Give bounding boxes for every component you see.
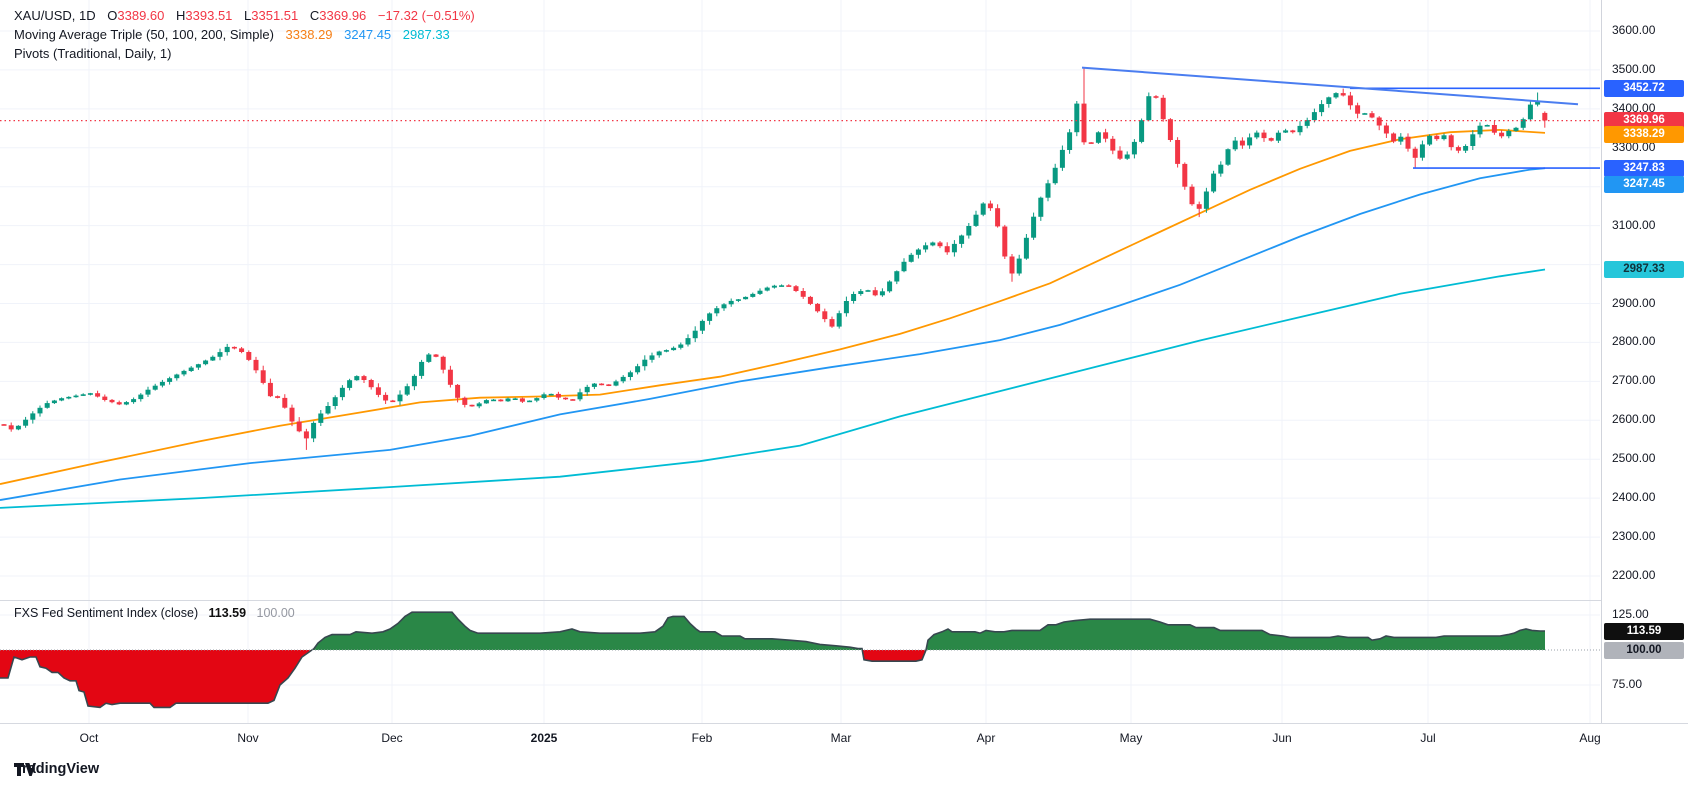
ma200-line xyxy=(0,268,1546,509)
low-label: L xyxy=(244,8,252,23)
time-axis-label-jul: Jul xyxy=(1420,731,1436,745)
sentiment-baseline-value: 100.00 xyxy=(256,606,295,620)
sentiment-outline xyxy=(0,611,1545,709)
sentiment-title[interactable]: FXS Fed Sentiment Index (close) xyxy=(14,606,199,620)
price-label-badge: 113.59 xyxy=(1604,623,1684,640)
price-label-badge: 100.00 xyxy=(1604,642,1684,659)
axis-tick-label: 2500.00 xyxy=(1612,451,1656,466)
axis-tick-label: 3500.00 xyxy=(1612,61,1656,76)
time-axis-label-aug: Aug xyxy=(1579,731,1601,745)
time-axis-label-mar: Mar xyxy=(830,731,852,745)
axis-tick-label: 2700.00 xyxy=(1612,373,1656,388)
axis-tick-label: 2900.00 xyxy=(1612,295,1656,310)
time-axis-label-feb: Feb xyxy=(691,731,713,745)
sentiment-area-above-baseline xyxy=(0,612,1545,650)
candles xyxy=(1,67,1548,450)
sentiment-legend[interactable]: FXS Fed Sentiment Index (close) 113.59 1… xyxy=(14,606,295,620)
ma200-value: 2987.33 xyxy=(402,27,450,42)
price-gridlines xyxy=(0,0,1600,600)
ma100-line xyxy=(0,167,1546,501)
ma50-value: 3338.29 xyxy=(285,27,333,42)
symbol-ohlc-row[interactable]: XAU/USD, 1D O3389.60 H3393.51 L3351.51 C… xyxy=(14,6,475,25)
price-chart-canvas[interactable] xyxy=(0,0,1600,600)
axis-tick-label: 3400.00 xyxy=(1612,100,1656,115)
main-chart-legend: XAU/USD, 1D O3389.60 H3393.51 L3351.51 C… xyxy=(14,6,475,63)
open-value: 3389.60 xyxy=(117,8,165,23)
time-axis-label-jun: Jun xyxy=(1272,731,1292,745)
pivots-indicator-row[interactable]: Pivots (Traditional, Daily, 1) xyxy=(14,44,475,63)
ma-indicator-row[interactable]: Moving Average Triple (50, 100, 200, Sim… xyxy=(14,25,475,44)
axis-tick-label: 2200.00 xyxy=(1612,568,1656,582)
pane-separator[interactable] xyxy=(0,600,1688,601)
price-label-badge: 3369.96 xyxy=(1604,112,1684,129)
tradingview-logo[interactable]: TradingView xyxy=(14,761,99,777)
low-value: 3351.51 xyxy=(251,8,299,23)
price-axis-scale[interactable]: 3600.00 3500.00 3400.00 3300.00 3100.00 2900.… xyxy=(1601,0,1688,752)
tradingview-logo-icon xyxy=(14,762,36,776)
time-axis-label-may: May xyxy=(1119,731,1143,745)
axis-tick-label: 3600.00 xyxy=(1612,23,1656,37)
moving-averages xyxy=(0,128,1546,509)
axis-tick-label: 2400.00 xyxy=(1612,490,1656,505)
pivot-and-trend-lines xyxy=(0,66,1600,169)
ma100-value: 3247.45 xyxy=(344,27,392,42)
axis-tick-label: 125.00 xyxy=(1612,607,1649,621)
ma50-line xyxy=(0,128,1546,485)
price-label-badge: 3338.29 xyxy=(1604,126,1684,143)
axis-tick-label: 75.00 xyxy=(1612,677,1643,691)
high-value: 3393.51 xyxy=(185,8,233,23)
axis-tick-label: 3100.00 xyxy=(1612,217,1656,232)
price-label-badge: 3452.72 xyxy=(1604,80,1684,97)
descending-trendline xyxy=(1081,66,1579,106)
price-label-badge: 2987.33 xyxy=(1604,261,1684,278)
sentiment-area-below-baseline xyxy=(0,650,1545,708)
open-label: O xyxy=(107,8,118,23)
change-value: −17.32 (−0.51%) xyxy=(377,8,475,23)
tradingview-logo-text: TradingView xyxy=(14,761,100,777)
time-axis-label-2025: 2025 xyxy=(530,731,558,745)
high-label: H xyxy=(176,8,186,23)
ma-indicator-title[interactable]: Moving Average Triple (50, 100, 200, Sim… xyxy=(14,27,274,42)
pivots-indicator-title[interactable]: Pivots (Traditional, Daily, 1) xyxy=(14,46,172,61)
sentiment-chart-canvas[interactable] xyxy=(0,600,1600,723)
axis-tick-label: 3300.00 xyxy=(1612,139,1656,154)
axis-tick-label: 2800.00 xyxy=(1612,334,1656,349)
close-value: 3369.96 xyxy=(319,8,367,23)
time-axis-label-oct: Oct xyxy=(79,731,99,745)
price-label-badge: 3247.83 xyxy=(1604,160,1684,177)
time-axis-label-nov: Nov xyxy=(237,731,259,745)
close-label: C xyxy=(309,8,320,23)
price-label-badge: 3247.45 xyxy=(1604,176,1684,193)
time-axis-label-apr: Apr xyxy=(976,731,996,745)
time-axis-scale[interactable]: Oct Nov Dec 2025 Feb Mar Apr May Jun Jul Aug xyxy=(0,723,1688,754)
axis-tick-label: 2300.00 xyxy=(1612,529,1656,544)
footer-bar: TradingView xyxy=(0,752,1688,787)
symbol-title[interactable]: XAU/USD, 1D xyxy=(14,8,96,23)
axis-tick-label: 2600.00 xyxy=(1612,412,1656,427)
time-axis-label-dec: Dec xyxy=(381,731,403,745)
sentiment-value: 113.59 xyxy=(208,606,247,620)
